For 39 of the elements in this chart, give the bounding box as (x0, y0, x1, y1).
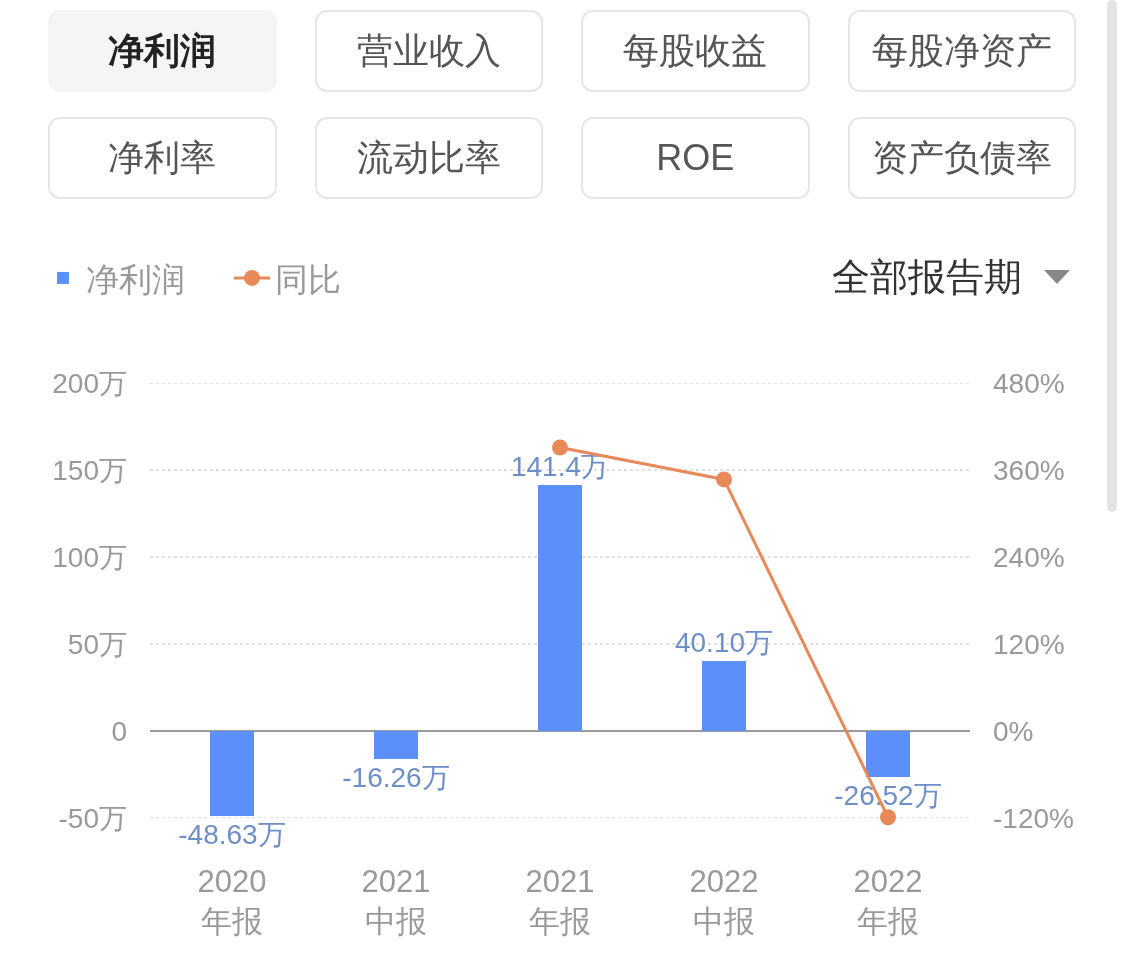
y-tick-label: 50万 (67, 628, 127, 660)
text: 流动比率 (314, 117, 543, 199)
x-tick-label: 2022 年报 (853, 864, 923, 940)
y2-tick-label: 240% (993, 541, 1065, 573)
legend-label: 净利润 (86, 260, 185, 298)
point (552, 439, 568, 456)
chart-title: 净利润 (48, 10, 277, 92)
y-tick-label: 0 (111, 715, 127, 747)
y-tick-label: 150万 (52, 454, 127, 486)
bar (537, 484, 583, 731)
bar (701, 661, 747, 731)
point (880, 809, 896, 826)
y2-tick-label: -120% (993, 802, 1074, 834)
x-tick-label: 2021 年报 (525, 864, 595, 940)
y-tick-label: 100万 (52, 541, 127, 573)
bar (373, 731, 419, 760)
text: 每股净资产 (847, 10, 1076, 92)
y-tick-label: -50万 (58, 802, 127, 834)
y-tick-label: 200万 (52, 367, 127, 399)
text: 营业收入 (314, 10, 543, 92)
text: 每股收益 (581, 10, 810, 92)
y2-tick-label: 480% (993, 367, 1065, 399)
data-label: -16.26万 (342, 762, 450, 794)
text: 资产负债率 (847, 117, 1076, 199)
bar (865, 731, 911, 778)
x-tick-label: 2021 中报 (361, 864, 431, 940)
x-tick-label: 2020 年报 (197, 864, 267, 940)
data-label: -48.63万 (178, 818, 286, 850)
y2-tick-label: 0% (993, 715, 1034, 747)
legend-label: 同比 (275, 260, 341, 298)
y2-tick-label: 360% (993, 454, 1065, 486)
text: 全部报告期 (832, 255, 1022, 300)
data-label: 40.10万 (674, 627, 774, 659)
bar (209, 731, 255, 816)
x-tick-label: 2022 中报 (689, 864, 759, 940)
y2-tick-label: 120% (993, 628, 1065, 660)
point (716, 471, 732, 488)
text: ROE (581, 117, 810, 199)
text: 净利率 (48, 117, 277, 199)
